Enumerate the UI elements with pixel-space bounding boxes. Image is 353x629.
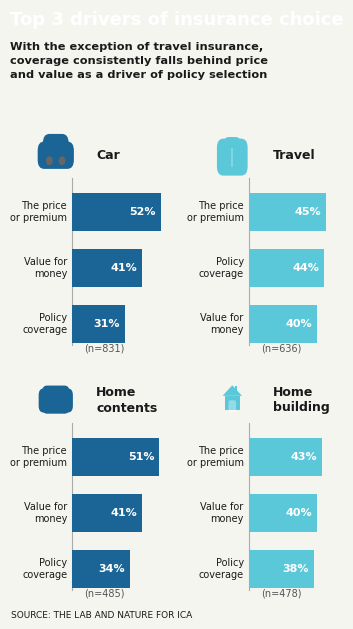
Text: 44%: 44% (292, 263, 319, 273)
Text: 31%: 31% (94, 320, 120, 329)
Text: 43%: 43% (291, 452, 317, 462)
FancyBboxPatch shape (72, 305, 125, 343)
Text: (n=636): (n=636) (261, 343, 301, 353)
FancyBboxPatch shape (225, 396, 240, 410)
FancyBboxPatch shape (249, 438, 322, 476)
Text: Home
contents: Home contents (96, 386, 158, 415)
Text: 41%: 41% (110, 508, 137, 518)
Text: The price
or premium: The price or premium (10, 201, 67, 223)
Circle shape (59, 157, 65, 165)
Text: Value for
money: Value for money (201, 313, 244, 335)
Text: Policy
coverage: Policy coverage (22, 313, 67, 335)
FancyBboxPatch shape (72, 494, 142, 532)
FancyBboxPatch shape (43, 134, 68, 160)
Text: Policy
coverage: Policy coverage (22, 559, 67, 580)
FancyBboxPatch shape (42, 386, 70, 406)
FancyBboxPatch shape (38, 142, 74, 169)
Text: 41%: 41% (110, 263, 137, 273)
FancyBboxPatch shape (228, 400, 236, 412)
FancyBboxPatch shape (217, 138, 248, 175)
FancyBboxPatch shape (42, 392, 70, 414)
Text: Value for
money: Value for money (24, 502, 67, 524)
Text: 34%: 34% (99, 564, 125, 574)
Text: (n=478): (n=478) (261, 589, 301, 599)
FancyBboxPatch shape (59, 389, 73, 413)
FancyBboxPatch shape (249, 305, 317, 343)
FancyBboxPatch shape (249, 494, 317, 532)
FancyBboxPatch shape (231, 148, 233, 167)
Circle shape (47, 157, 52, 165)
Text: Car: Car (96, 149, 120, 162)
Text: The price
or premium: The price or premium (10, 446, 67, 467)
Text: Policy
coverage: Policy coverage (198, 257, 244, 279)
Text: 45%: 45% (294, 207, 321, 217)
Text: The price
or premium: The price or premium (187, 446, 244, 467)
Text: 51%: 51% (128, 452, 155, 462)
FancyBboxPatch shape (235, 386, 237, 392)
Text: The price
or premium: The price or premium (187, 201, 244, 223)
Text: 38%: 38% (282, 564, 309, 574)
FancyBboxPatch shape (72, 550, 130, 588)
FancyBboxPatch shape (39, 389, 52, 413)
Text: 40%: 40% (286, 508, 312, 518)
FancyBboxPatch shape (249, 192, 325, 231)
Text: 40%: 40% (286, 320, 312, 329)
Text: Value for
money: Value for money (201, 502, 244, 524)
Text: 52%: 52% (130, 207, 156, 217)
FancyBboxPatch shape (249, 249, 324, 287)
Text: Policy
coverage: Policy coverage (198, 559, 244, 580)
Text: (n=485): (n=485) (84, 589, 125, 599)
FancyBboxPatch shape (72, 192, 161, 231)
Text: SOURCE: THE LAB AND NATURE FOR ICA: SOURCE: THE LAB AND NATURE FOR ICA (11, 611, 192, 620)
Text: (n=831): (n=831) (84, 343, 125, 353)
Text: With the exception of travel insurance,
coverage consistently falls behind price: With the exception of travel insurance, … (11, 42, 268, 80)
Polygon shape (222, 386, 242, 396)
Text: Home
building: Home building (273, 386, 330, 415)
Text: Value for
money: Value for money (24, 257, 67, 279)
FancyBboxPatch shape (72, 249, 142, 287)
Text: Top 3 drivers of insurance choice: Top 3 drivers of insurance choice (10, 11, 343, 29)
FancyBboxPatch shape (72, 438, 159, 476)
Text: Travel: Travel (273, 149, 316, 162)
FancyBboxPatch shape (249, 550, 313, 588)
